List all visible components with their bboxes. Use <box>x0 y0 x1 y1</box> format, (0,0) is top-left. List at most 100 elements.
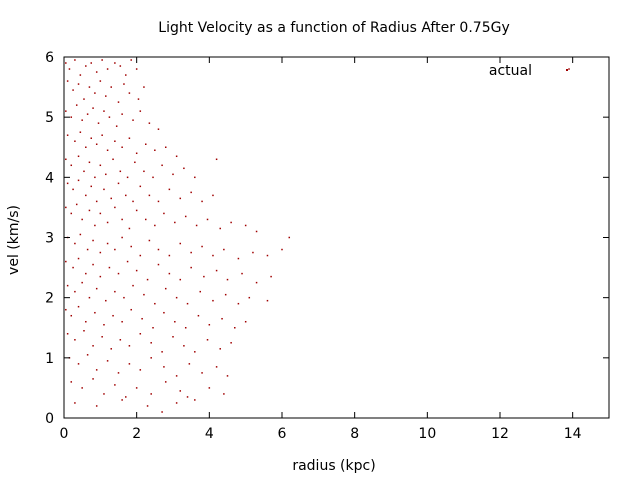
data-point <box>128 345 131 347</box>
data-point <box>157 128 160 130</box>
data-point <box>85 65 87 67</box>
data-point <box>86 113 89 115</box>
data-point <box>86 248 89 251</box>
data-point <box>99 212 102 215</box>
data-point <box>81 119 83 121</box>
data-point <box>90 137 92 139</box>
data-point <box>146 278 149 281</box>
data-point <box>70 314 73 317</box>
data-point <box>103 110 105 112</box>
data-point <box>190 191 192 194</box>
data-point <box>248 296 251 299</box>
data-point <box>157 248 160 251</box>
data-point <box>183 345 185 347</box>
data-point <box>105 299 107 302</box>
data-point <box>88 296 91 299</box>
plot-frame <box>63 56 610 419</box>
data-point <box>106 242 109 245</box>
y-tick-label: 4 <box>45 170 54 186</box>
data-point <box>230 342 232 344</box>
data-point <box>101 336 103 338</box>
data-point <box>117 272 120 275</box>
data-point <box>65 206 67 209</box>
data-point <box>106 360 109 362</box>
data-point <box>194 399 196 401</box>
data-point <box>148 194 151 197</box>
data-point <box>74 339 76 341</box>
data-point <box>74 402 76 404</box>
data-point <box>92 107 94 109</box>
data-point <box>123 83 125 85</box>
data-point <box>77 363 80 365</box>
data-point <box>103 188 105 191</box>
y-tick-label: 6 <box>45 50 54 66</box>
data-point <box>212 194 214 197</box>
data-point <box>121 218 123 221</box>
data-point <box>66 333 69 335</box>
data-point <box>125 396 127 398</box>
x-tick-label: 10 <box>418 426 436 442</box>
data-point <box>110 348 112 350</box>
data-point <box>128 92 131 94</box>
data-point <box>212 254 214 257</box>
x-tick-label: 2 <box>132 426 141 442</box>
data-point <box>208 323 211 326</box>
data-points <box>65 59 570 413</box>
data-point <box>154 224 156 227</box>
data-point <box>121 146 123 148</box>
x-tick-label: 4 <box>205 426 214 442</box>
data-point <box>79 131 82 133</box>
data-point <box>94 176 96 179</box>
data-point <box>188 363 191 365</box>
data-point <box>103 393 105 395</box>
data-point <box>137 98 140 100</box>
data-point <box>179 390 182 392</box>
data-point <box>85 320 87 323</box>
data-point <box>119 339 122 341</box>
data-point <box>117 182 120 185</box>
data-point <box>172 173 174 176</box>
data-point <box>99 275 102 278</box>
data-point <box>66 134 69 136</box>
data-point <box>99 164 102 167</box>
x-axis-label: radius (kpc) <box>292 458 375 474</box>
data-point <box>226 278 229 281</box>
data-point <box>83 98 85 100</box>
data-point <box>175 296 178 299</box>
y-axis-label: vel (km/s) <box>6 205 22 275</box>
data-point <box>152 327 154 329</box>
data-point <box>86 354 89 356</box>
data-point <box>244 224 247 227</box>
data-point <box>74 140 76 142</box>
data-point <box>114 206 116 209</box>
data-point <box>77 257 80 260</box>
data-point <box>201 200 203 203</box>
data-point <box>237 302 240 305</box>
data-point <box>270 275 272 278</box>
data-point <box>152 176 154 179</box>
data-point <box>79 74 82 76</box>
data-point <box>95 71 98 73</box>
y-tick-label: 5 <box>45 110 54 126</box>
data-point <box>175 402 178 404</box>
data-point <box>88 161 91 164</box>
data-point <box>101 59 103 61</box>
data-point <box>161 164 163 167</box>
data-point <box>194 176 196 179</box>
data-point <box>175 375 178 377</box>
data-point <box>94 311 96 314</box>
data-point <box>190 266 192 269</box>
data-point <box>244 320 247 323</box>
data-point <box>128 363 131 365</box>
data-point <box>112 158 114 161</box>
data-point <box>97 122 100 124</box>
data-point <box>223 248 225 251</box>
data-point <box>197 314 200 317</box>
data-point <box>110 197 112 200</box>
data-point <box>141 317 143 320</box>
data-point <box>75 203 78 206</box>
data-point <box>85 194 87 197</box>
data-point <box>184 327 187 329</box>
data-point <box>112 314 114 317</box>
